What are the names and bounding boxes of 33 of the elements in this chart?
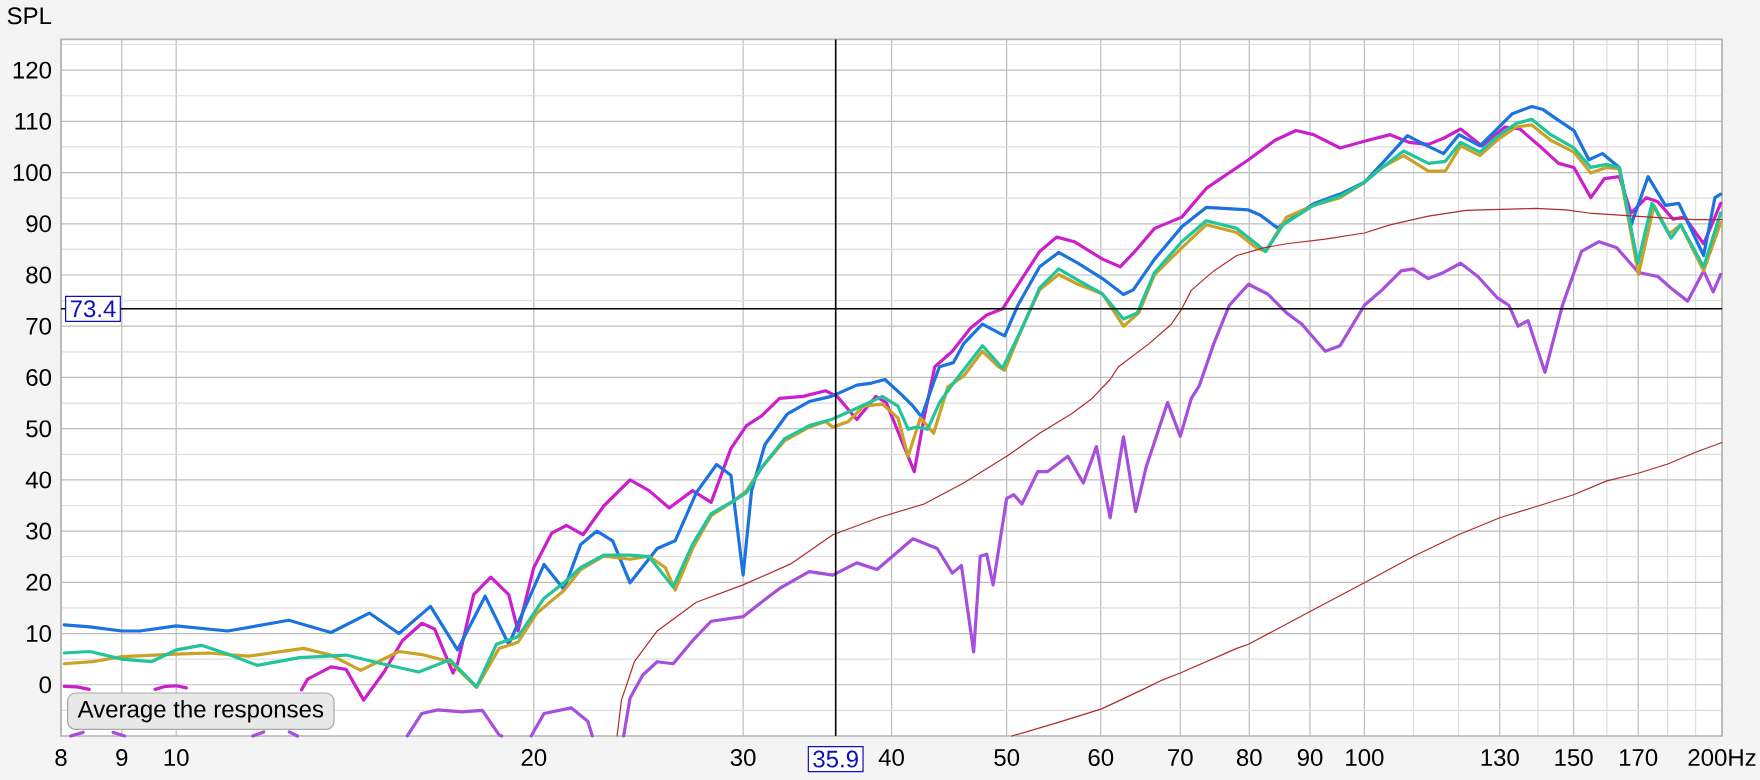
x-tick-label: 9 [116,749,128,767]
x-tick-label: 70 [1168,749,1193,767]
x-tick-label: 60 [1088,749,1114,767]
x-tick-label: 40 [878,749,904,767]
x-tick-label: 20 [521,749,547,767]
x-tick-label: 10 [164,749,189,767]
x-tick-label: 170 [1619,749,1658,767]
y-tick-label: 30 [26,522,52,540]
y-tick-label: 60 [26,368,52,386]
y-tick-label: 40 [25,471,52,489]
y-tick-label: 80 [26,266,52,284]
x-tick-label: 150 [1555,749,1593,767]
annotation: Average the responses [77,700,324,723]
y-axis-title: SPL [7,7,52,25]
y-tick-label: 10 [27,625,52,643]
x-tick-label: 30 [730,749,756,767]
y-tick-label: 120 [13,61,52,79]
y-tick-label: 110 [15,112,52,130]
y-tick-label: 90 [26,215,52,233]
ref-line-label: 73.4 [70,300,116,318]
y-tick-label: 0 [39,676,52,694]
x-tick-label: 50 [994,749,1020,767]
x-tick-label: 90 [1297,749,1323,767]
ref-line-label: 35.9 [813,750,858,768]
y-tick-label: 50 [26,420,52,438]
x-tick-label: 80 [1236,749,1262,767]
x-tick-label: 130 [1481,749,1519,767]
y-tick-label: 20 [26,573,52,591]
y-tick-label: 70 [26,317,52,335]
y-tick-label: 100 [13,164,52,182]
x-tick-label: 200Hz [1688,749,1756,767]
x-tick-label: 8 [55,749,67,767]
x-tick-label: 100 [1346,749,1384,767]
